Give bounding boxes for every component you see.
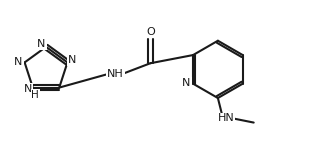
Text: O: O bbox=[146, 27, 155, 36]
Text: HN: HN bbox=[218, 114, 234, 123]
Text: N: N bbox=[37, 39, 46, 49]
Text: NH: NH bbox=[107, 69, 124, 80]
Text: H: H bbox=[32, 90, 39, 100]
Text: N: N bbox=[24, 84, 32, 94]
Text: N: N bbox=[182, 78, 191, 88]
Text: N: N bbox=[14, 57, 23, 67]
Text: N: N bbox=[68, 55, 77, 65]
